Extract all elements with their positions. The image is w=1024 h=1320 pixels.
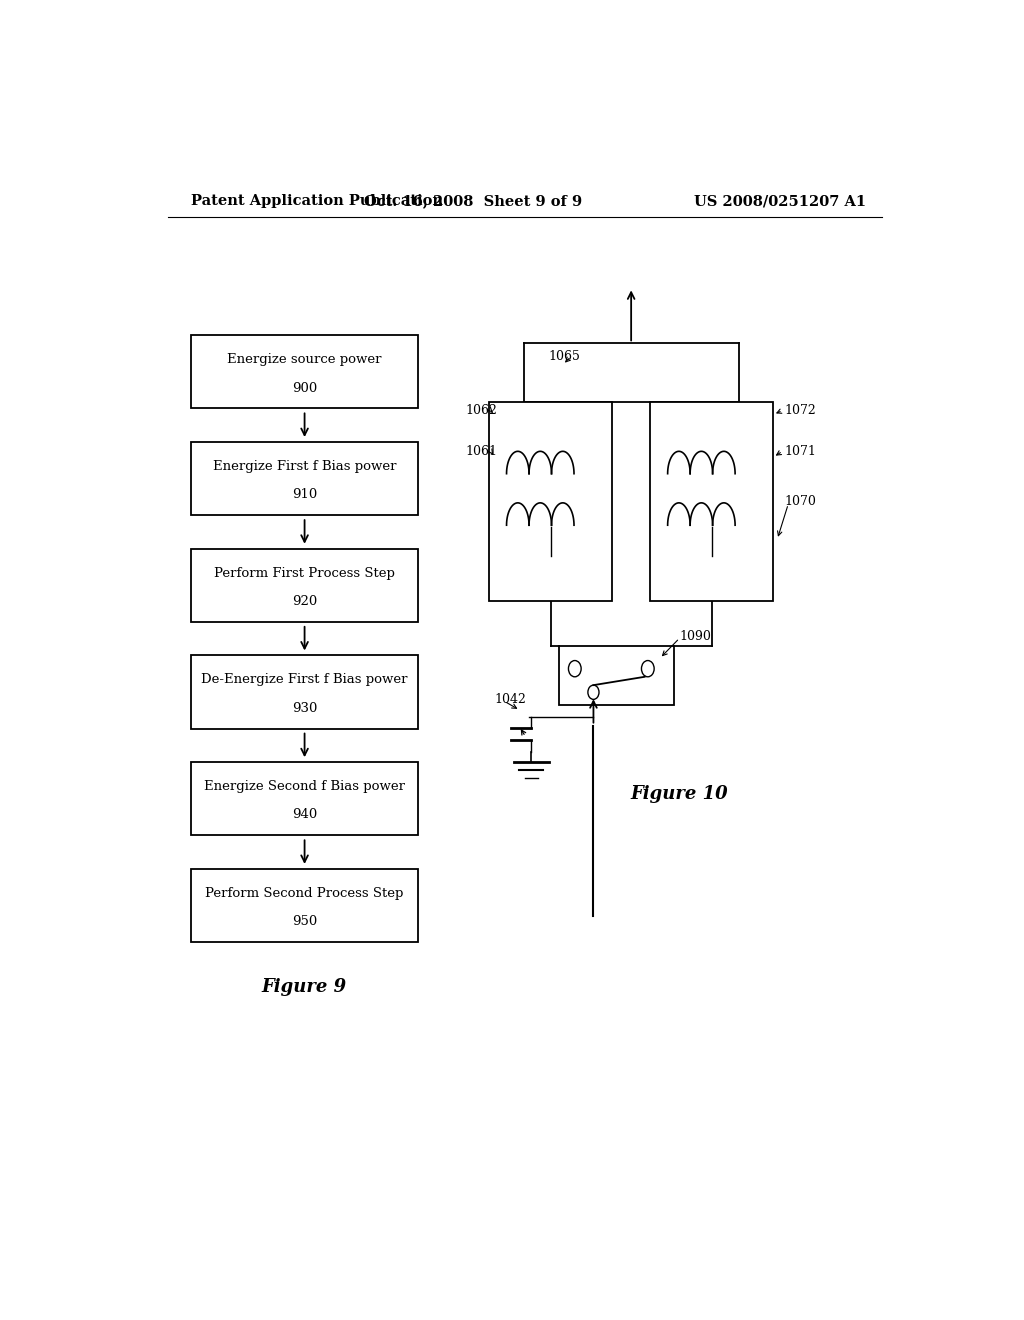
Text: 1071: 1071 xyxy=(784,445,816,458)
Text: 910: 910 xyxy=(292,488,317,502)
Text: Patent Application Publication: Patent Application Publication xyxy=(191,194,443,209)
Text: Figure 10: Figure 10 xyxy=(631,784,728,803)
Text: 1042: 1042 xyxy=(495,693,526,706)
Text: Perform First Process Step: Perform First Process Step xyxy=(214,566,395,579)
Bar xyxy=(489,403,612,601)
Text: 930: 930 xyxy=(292,702,317,714)
Circle shape xyxy=(568,660,582,677)
Text: Energize First f Bias power: Energize First f Bias power xyxy=(213,459,396,473)
Text: 1072: 1072 xyxy=(784,404,816,417)
Text: 1065: 1065 xyxy=(549,350,581,363)
Text: De-Energize First f Bias power: De-Energize First f Bias power xyxy=(202,673,408,686)
Bar xyxy=(191,762,418,836)
Text: 1061: 1061 xyxy=(465,445,498,458)
Text: Energize source power: Energize source power xyxy=(227,354,382,366)
Text: Perform Second Process Step: Perform Second Process Step xyxy=(206,887,403,900)
Bar xyxy=(650,403,773,601)
Bar xyxy=(191,549,418,622)
Text: 950: 950 xyxy=(292,915,317,928)
Text: 1062: 1062 xyxy=(465,404,498,417)
Bar xyxy=(191,442,418,515)
Text: Figure 9: Figure 9 xyxy=(261,978,347,995)
Text: Energize Second f Bias power: Energize Second f Bias power xyxy=(204,780,406,793)
Bar xyxy=(191,335,418,408)
Text: Oct. 16, 2008  Sheet 9 of 9: Oct. 16, 2008 Sheet 9 of 9 xyxy=(365,194,583,209)
Circle shape xyxy=(641,660,654,677)
Circle shape xyxy=(588,685,599,700)
Text: 1090: 1090 xyxy=(680,630,712,643)
Bar xyxy=(191,869,418,942)
Text: 940: 940 xyxy=(292,808,317,821)
Text: US 2008/0251207 A1: US 2008/0251207 A1 xyxy=(694,194,866,209)
Text: 920: 920 xyxy=(292,595,317,609)
Bar xyxy=(559,647,674,705)
Text: 1070: 1070 xyxy=(784,495,816,508)
Text: 900: 900 xyxy=(292,381,317,395)
Bar xyxy=(191,656,418,729)
